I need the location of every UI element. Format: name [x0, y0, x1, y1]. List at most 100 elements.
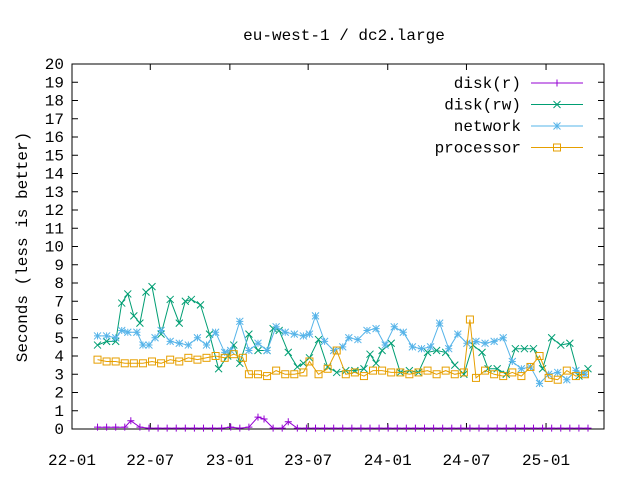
marker-stroke	[138, 359, 147, 368]
marker-stroke	[411, 424, 419, 432]
y-tick-label: 1	[54, 403, 64, 421]
marker-stroke	[547, 333, 556, 342]
y-tick-label: 11	[45, 220, 64, 238]
y-tick-label: 5	[54, 330, 64, 348]
data-point	[460, 370, 468, 379]
marker-stroke	[520, 344, 529, 353]
data-point	[481, 366, 490, 375]
data-point	[260, 415, 268, 423]
data-point	[102, 357, 111, 366]
marker-stroke	[339, 424, 347, 432]
marker-stroke	[302, 424, 310, 432]
data-point	[466, 424, 474, 432]
x-tick-label: 24-07	[442, 452, 490, 470]
marker-stroke	[553, 79, 561, 87]
data-point	[151, 333, 159, 342]
marker-stroke	[166, 337, 175, 346]
data-point	[444, 344, 453, 353]
marker-stroke	[390, 322, 399, 331]
data-point	[390, 322, 399, 331]
marker-stroke	[202, 341, 211, 349]
data-point	[117, 326, 126, 335]
marker-stroke	[344, 333, 353, 342]
data-point	[411, 424, 419, 432]
data-point	[384, 424, 392, 432]
data-point	[299, 368, 308, 377]
data-point	[166, 295, 175, 304]
marker-stroke	[580, 370, 589, 379]
marker-stroke	[465, 315, 474, 324]
data-point	[580, 370, 589, 379]
data-point	[529, 344, 538, 353]
marker-stroke	[290, 370, 299, 379]
data-point	[396, 368, 405, 377]
marker-stroke	[450, 361, 459, 369]
data-point	[123, 290, 132, 298]
marker-stroke	[566, 424, 574, 432]
data-point	[359, 372, 368, 381]
data-point	[293, 424, 301, 432]
data-point	[499, 333, 508, 342]
data-point	[557, 424, 565, 432]
data-point	[245, 330, 253, 338]
marker-stroke	[490, 370, 499, 379]
marker-stroke	[338, 343, 347, 351]
y-tick-label: 8	[54, 275, 64, 293]
marker-stroke	[281, 370, 290, 379]
data-point	[235, 317, 244, 326]
data-point	[302, 424, 310, 432]
data-point	[423, 348, 432, 357]
data-point	[290, 330, 299, 338]
marker-stroke	[202, 353, 211, 362]
marker-stroke	[475, 424, 483, 432]
marker-stroke	[399, 328, 408, 337]
marker-stroke	[211, 352, 220, 360]
marker-stroke	[103, 423, 111, 431]
marker-stroke	[481, 366, 490, 375]
data-point	[414, 368, 423, 377]
data-point	[154, 424, 162, 432]
data-point	[571, 372, 580, 381]
data-point	[402, 424, 410, 432]
marker-stroke	[196, 301, 205, 309]
marker-stroke	[184, 341, 193, 349]
marker-stroke	[199, 424, 207, 432]
data-point	[330, 424, 338, 432]
marker-stroke	[472, 337, 480, 346]
marker-stroke	[139, 341, 147, 349]
data-point	[439, 424, 447, 432]
data-point	[184, 353, 193, 362]
data-point	[117, 299, 126, 307]
marker-stroke	[133, 328, 141, 337]
data-point	[562, 366, 571, 375]
data-point	[408, 343, 417, 351]
data-point	[163, 424, 171, 432]
marker-stroke	[190, 424, 198, 432]
data-point	[535, 352, 544, 360]
data-point	[339, 424, 347, 432]
data-point	[357, 424, 365, 432]
marker-stroke	[350, 368, 359, 377]
marker-stroke	[396, 368, 405, 377]
marker-stroke	[145, 424, 153, 432]
data-point	[127, 417, 135, 425]
marker-stroke	[218, 424, 226, 432]
y-tick-label: 14	[45, 166, 64, 184]
data-point	[218, 424, 226, 432]
data-point	[517, 372, 526, 381]
marker-stroke	[553, 122, 561, 130]
data-point	[360, 364, 368, 373]
marker-stroke	[435, 319, 444, 328]
data-point	[432, 370, 441, 379]
data-point	[421, 424, 429, 432]
marker-stroke	[148, 282, 156, 291]
marker-stroke	[120, 359, 129, 368]
data-point	[93, 341, 102, 349]
data-point	[423, 366, 432, 375]
x-tick-label: 22-01	[48, 452, 96, 470]
marker-stroke	[193, 333, 202, 342]
marker-stroke	[430, 424, 438, 432]
marker-stroke	[529, 344, 538, 353]
data-point	[220, 348, 229, 357]
